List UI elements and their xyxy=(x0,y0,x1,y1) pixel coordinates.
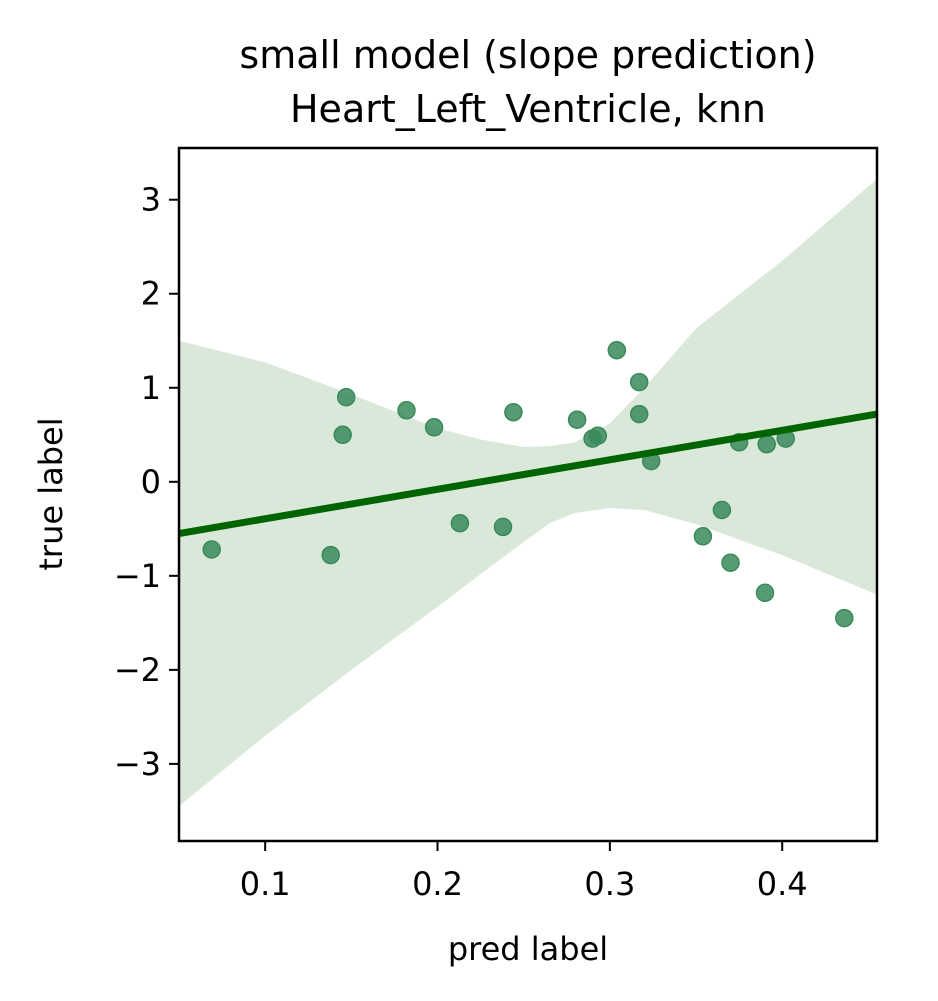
scatter-point-9 xyxy=(504,402,523,422)
scatter-point-6 xyxy=(424,418,444,437)
x-axis: 0.1 0.2 0.3 0.4 xyxy=(240,841,808,903)
scatter-point-8 xyxy=(493,517,513,537)
scatter-point-13 xyxy=(607,340,627,360)
x-tick-label-4: 0.4 xyxy=(757,865,808,903)
x-tick-label-2: 0.2 xyxy=(412,865,463,903)
y-tick-label-5: 1 xyxy=(141,369,161,407)
y-tick-label-6: 2 xyxy=(141,275,161,313)
regression-line xyxy=(179,410,877,537)
confidence-band xyxy=(179,179,877,807)
chart-title-line-1: small model (slope prediction) xyxy=(239,33,816,77)
scatter-point-3 xyxy=(333,425,352,445)
y-tick-label-7: 3 xyxy=(141,181,161,219)
scatter-point-2 xyxy=(321,545,340,565)
scatter-point-12 xyxy=(588,426,608,445)
scatter-points xyxy=(202,340,854,628)
scatter-point-24 xyxy=(835,608,854,628)
chart-title-line-2: Heart_Left_Ventricle, knn xyxy=(290,87,766,131)
scatter-point-18 xyxy=(712,500,732,520)
scatter-point-22 xyxy=(757,434,776,454)
plot-frame xyxy=(177,146,879,843)
scatter-point-15 xyxy=(629,404,649,424)
y-tick-label-1: −3 xyxy=(114,745,161,783)
y-tick-label-2: −2 xyxy=(114,651,161,689)
y-tick-label-3: −1 xyxy=(114,557,161,595)
scatter-point-1 xyxy=(202,540,221,559)
x-tick-label-1: 0.1 xyxy=(240,865,291,903)
y-axis-label: true label xyxy=(32,417,70,570)
scatter-point-10 xyxy=(567,410,587,429)
scatter-point-5 xyxy=(397,401,416,420)
y-axis: −3 −2 −1 0 1 2 3 xyxy=(114,181,179,783)
scatter-point-17 xyxy=(693,527,713,546)
scatter-point-4 xyxy=(336,387,356,407)
x-axis-label: pred label xyxy=(448,930,608,968)
scatter-point-19 xyxy=(721,553,740,572)
scatter-point-7 xyxy=(450,513,470,533)
plot-area xyxy=(177,146,879,843)
scatter-point-14 xyxy=(629,372,649,392)
y-tick-label-4: 0 xyxy=(141,463,161,501)
x-tick-label-3: 0.3 xyxy=(584,865,635,903)
scatter-point-21 xyxy=(755,583,775,603)
